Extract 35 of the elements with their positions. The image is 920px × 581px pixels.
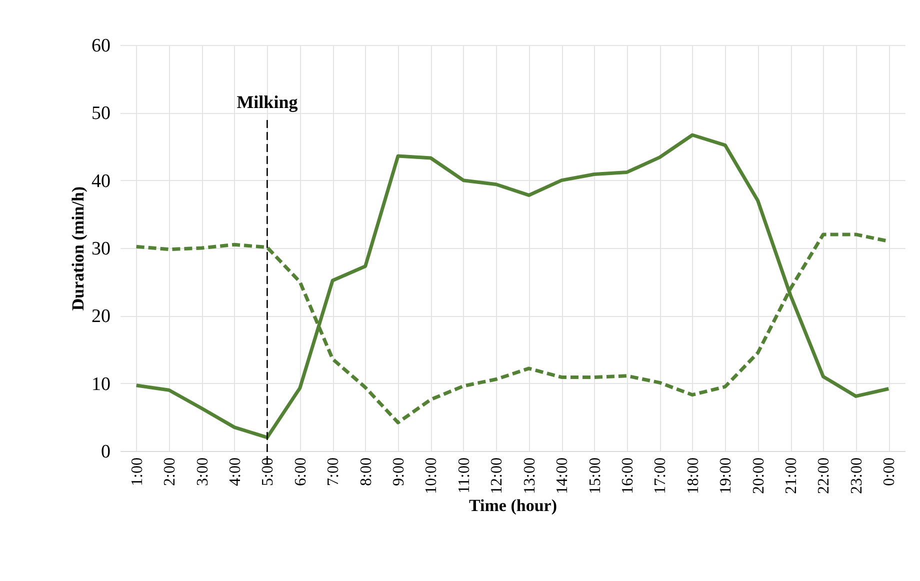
ref-line-label: Milking	[236, 92, 298, 112]
x-tick-label: 22:00	[816, 458, 833, 494]
x-tick-label: 11:00	[456, 458, 473, 494]
x-tick-label: 9:00	[390, 458, 408, 486]
x-tick-label: 1:00	[128, 458, 146, 486]
x-tick-label: 13:00	[521, 458, 538, 494]
x-tick-label: 15:00	[586, 458, 604, 494]
x-axis-title: Time (hour)	[469, 496, 557, 515]
x-tick-label: 18:00	[684, 458, 702, 494]
x-tick-label: 10:00	[423, 458, 440, 494]
x-tick-label: 19:00	[718, 458, 735, 494]
y-tick-label: 60	[92, 36, 110, 56]
x-tick-label: 8:00	[358, 458, 375, 486]
x-tick-label: 16:00	[619, 458, 636, 494]
y-tick-label: 40	[92, 170, 110, 192]
y-axis-title: Duration (min/h)	[68, 186, 88, 311]
x-tick-label: 20:00	[750, 458, 768, 494]
x-tick-label: 6:00	[292, 458, 310, 486]
x-tick-label: 4:00	[226, 458, 244, 486]
x-tick-label: 5:00	[260, 458, 277, 486]
x-tick-label: 12:00	[488, 458, 506, 494]
y-tick-label: 0	[101, 442, 110, 462]
x-tick-label: 14:00	[554, 458, 572, 494]
x-tick-label: 21:00	[783, 458, 800, 494]
x-tick-label: 23:00	[848, 458, 866, 494]
y-tick-label: 20	[92, 306, 110, 328]
x-tick-label: 7:00	[325, 458, 342, 486]
x-tick-label: 17:00	[652, 458, 670, 494]
x-tick-label: 2:00	[162, 458, 179, 486]
line-series	[134, 133, 890, 440]
x-tick-label: 0:00	[881, 458, 898, 486]
y-tick-label: 10	[92, 374, 110, 395]
y-tick-label: 30	[92, 238, 110, 260]
y-tick-label: 50	[92, 103, 110, 124]
x-tick-label: 3:00	[194, 458, 212, 486]
